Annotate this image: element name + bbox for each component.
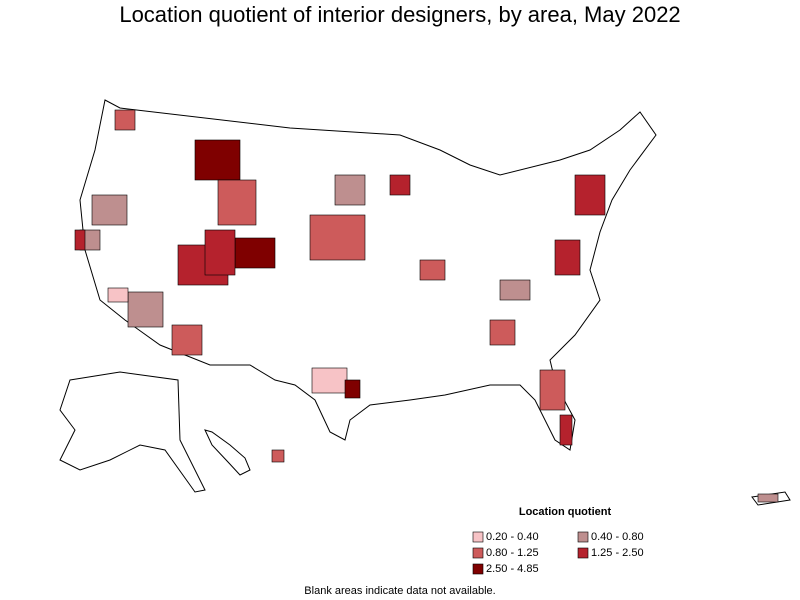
area [757, 493, 779, 503]
area [389, 174, 411, 196]
legend-swatch [577, 547, 589, 559]
area [234, 237, 276, 269]
area [91, 194, 128, 226]
legend: Location quotient 0.20 - 0.40 0.40 - 0.80… [472, 506, 644, 575]
area [74, 229, 86, 251]
area [311, 367, 348, 394]
legend-swatch [472, 531, 484, 543]
area [554, 239, 581, 276]
areas [74, 109, 779, 503]
title: Location quotient of interior designers,… [119, 2, 680, 27]
legend-swatch [472, 563, 484, 575]
area [107, 287, 129, 303]
legend-label: 0.80 - 1.25 [486, 547, 539, 559]
area [114, 109, 136, 131]
area [419, 259, 446, 281]
area [194, 139, 241, 181]
area [309, 214, 366, 261]
area [489, 319, 516, 346]
area [334, 174, 366, 206]
area [217, 179, 257, 226]
legend-swatch [472, 547, 484, 559]
legend-title: Location quotient [519, 506, 612, 518]
hawaii-outline [204, 429, 251, 476]
alaska-outline [59, 371, 206, 493]
legend-label: 0.20 - 0.40 [486, 531, 539, 543]
legend-swatch [577, 531, 589, 543]
area [539, 369, 566, 411]
area [574, 174, 606, 216]
footnote: Blank areas indicate data not available. [304, 585, 495, 597]
map [59, 99, 791, 506]
area [499, 279, 531, 301]
area [344, 379, 361, 399]
area [271, 449, 285, 463]
area [559, 414, 573, 446]
legend-label: 2.50 - 4.85 [486, 563, 539, 575]
area [204, 229, 236, 276]
legend-label: 1.25 - 2.50 [591, 547, 644, 559]
area [127, 291, 164, 328]
area [171, 324, 203, 356]
legend-label: 0.40 - 0.80 [591, 531, 644, 543]
